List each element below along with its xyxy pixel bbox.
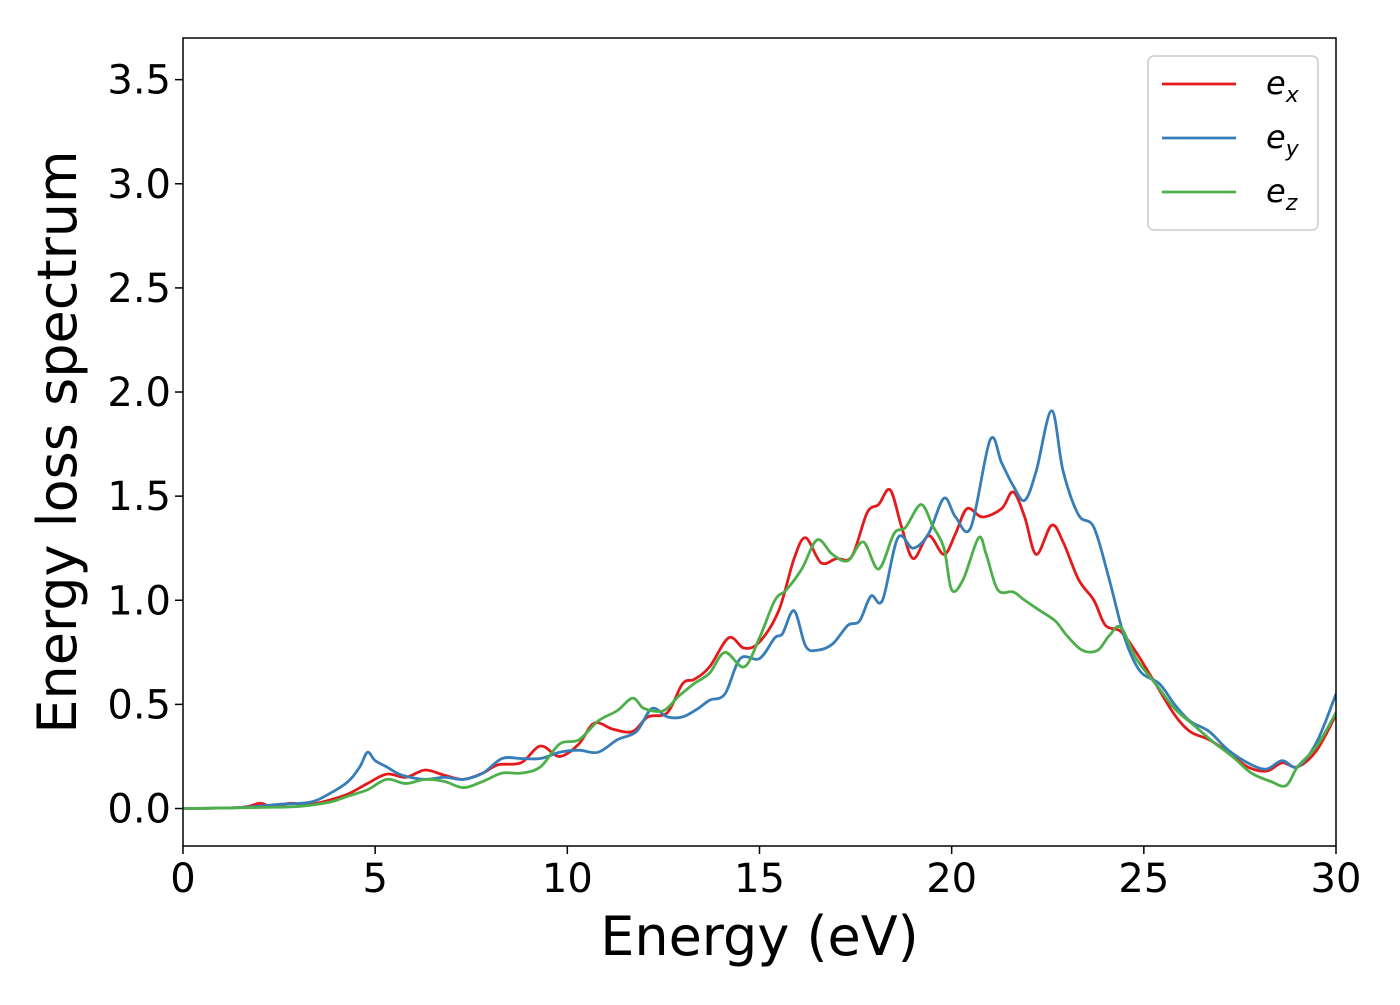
y-tick-label: 1.0 — [107, 578, 171, 624]
x-axis-title: Energy (eV) — [600, 905, 919, 968]
series-line-e-z — [183, 503, 1336, 810]
y-tick-label: 2.5 — [107, 266, 171, 312]
x-tick-label: 5 — [362, 856, 387, 902]
y-tick-label: 3.0 — [107, 162, 171, 208]
y-tick-label: 0.5 — [107, 682, 171, 728]
y-axis: 0.0 0.5 1.0 1.5 2.0 2.5 3.0 3.5 — [107, 58, 183, 833]
plot-area-background — [183, 38, 1336, 846]
y-axis-title: Energy loss spectrum — [26, 150, 89, 733]
legend-label-e-x: ex — [1266, 64, 1300, 108]
legend-box — [1147, 55, 1319, 231]
legend-label-e-y: ey — [1266, 118, 1300, 162]
series-line-e-x — [183, 487, 1336, 810]
x-tick-label: 15 — [734, 856, 785, 902]
series-layer — [183, 409, 1336, 810]
x-tick-label: 25 — [1118, 856, 1169, 902]
y-tick-label: 3.5 — [107, 58, 171, 104]
x-tick-label: 10 — [542, 856, 593, 902]
x-axis: 0 5 10 15 20 25 30 — [170, 846, 1361, 902]
y-tick-label: 1.5 — [107, 474, 171, 520]
series-line-e-y — [183, 409, 1336, 810]
x-tick-label: 30 — [1311, 856, 1362, 902]
y-tick-label: 2.0 — [107, 370, 171, 416]
x-tick-label: 0 — [170, 856, 195, 902]
legend: ex ey ez — [1147, 55, 1319, 231]
y-tick-label: 0.0 — [107, 787, 171, 833]
x-tick-label: 20 — [926, 856, 977, 902]
legend-label-e-z: ez — [1266, 172, 1298, 216]
